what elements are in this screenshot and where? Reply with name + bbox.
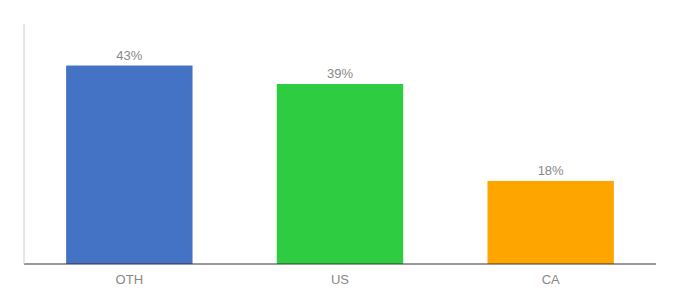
bar bbox=[277, 84, 403, 264]
data-label: 39% bbox=[327, 66, 353, 81]
y-axis-line bbox=[24, 24, 25, 264]
bar bbox=[487, 181, 613, 264]
x-axis-line bbox=[24, 264, 656, 265]
bars bbox=[66, 66, 614, 264]
bar bbox=[66, 66, 192, 264]
x-tick-label: CA bbox=[542, 272, 560, 287]
chart-container: 43% 39% 18% OTH US CA bbox=[0, 0, 680, 300]
data-label: 43% bbox=[116, 48, 142, 63]
chart-svg: 43% 39% 18% OTH US CA bbox=[0, 0, 680, 300]
x-tick-label: OTH bbox=[116, 272, 143, 287]
x-tick-label: US bbox=[331, 272, 349, 287]
data-label: 18% bbox=[538, 163, 564, 178]
